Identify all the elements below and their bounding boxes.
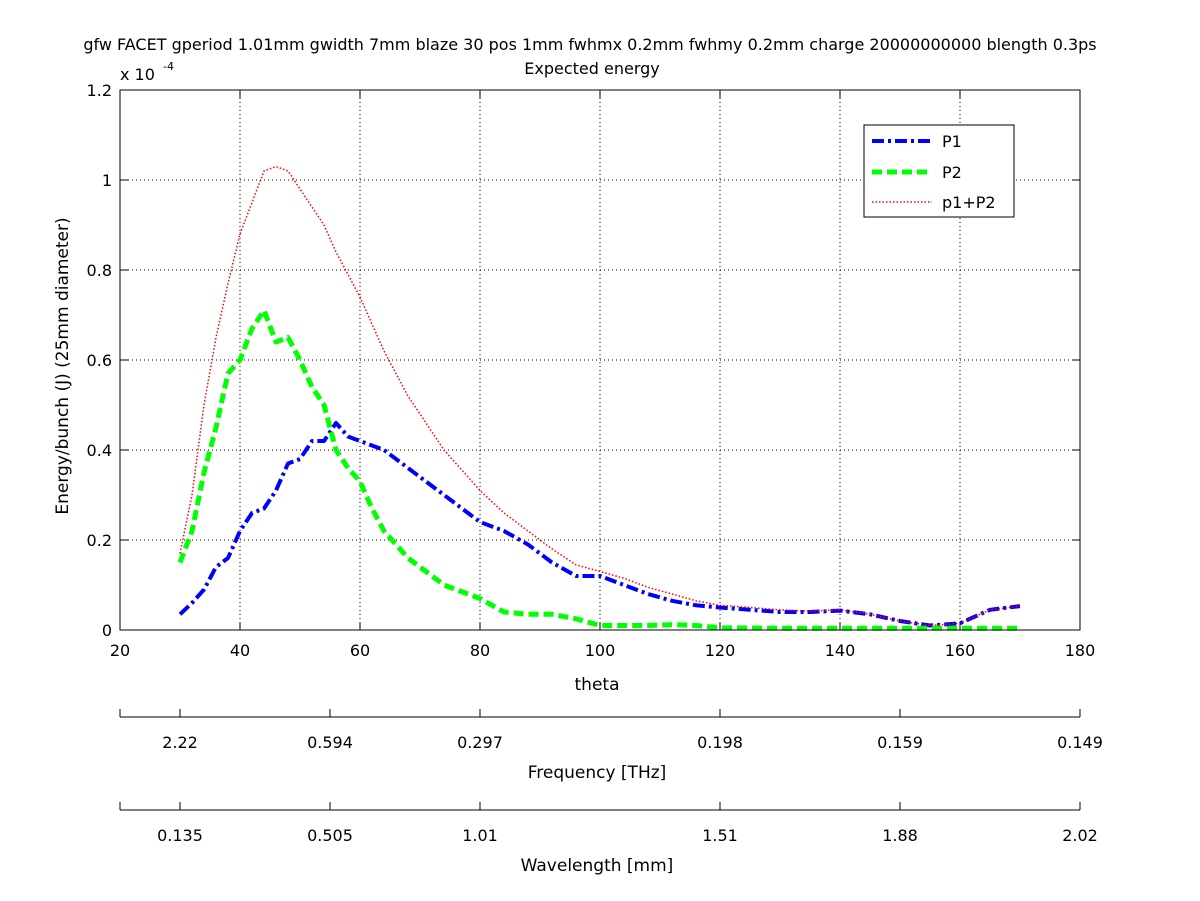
- series-layer: [177, 165, 1021, 631]
- frequency-tick-label: 2.22: [162, 733, 198, 752]
- y-scale-label: x 10: [120, 65, 155, 84]
- wavelength-tick-label: 0.505: [307, 826, 353, 845]
- x-tick-label: 40: [230, 641, 250, 660]
- series-line-p1: [178, 421, 1021, 628]
- x-tick-label: 160: [945, 641, 976, 660]
- frequency-tick-label: 0.149: [1057, 733, 1103, 752]
- wavelength-tick-label: 1.88: [882, 826, 918, 845]
- frequency-tick-label: 0.594: [307, 733, 353, 752]
- y-axis-ticks: 0 0.2 0.4 0.6 0.8 1 1.2: [87, 81, 1080, 640]
- y-tick-label: 0: [102, 621, 112, 640]
- secondary-axes: 2.22 0.594 0.297 0.198 0.159 0.149 Frequency […: [119, 709, 1103, 876]
- x-axis-ticks: 20 40 60 80 100 120 140 160 180: [110, 90, 1095, 660]
- x-axis-label: theta: [575, 675, 620, 695]
- x-tick-label: 140: [825, 641, 856, 660]
- chart-title: gfw FACET gperiod 1.01mm gwidth 7mm blaz…: [83, 35, 1096, 54]
- x-tick-label: 20: [110, 641, 130, 660]
- frequency-tick-label: 0.159: [877, 733, 923, 752]
- legend: P1 P2 p1+P2: [863, 124, 1015, 218]
- y-tick-label: 0.2: [87, 531, 112, 550]
- wavelength-axis-label: Wavelength [mm]: [521, 856, 674, 876]
- legend-label-sum: p1+P2: [942, 193, 996, 212]
- frequency-tick-label: 0.198: [697, 733, 743, 752]
- wavelength-tick-label: 1.51: [702, 826, 738, 845]
- legend-label-p2: P2: [942, 163, 962, 182]
- y-scale-factor: x 10 -4: [120, 60, 174, 84]
- x-tick-label: 80: [470, 641, 490, 660]
- legend-label-p1: P1: [942, 132, 962, 151]
- y-axis-label: Energy/bunch (J) (25mm diameter): [53, 217, 73, 514]
- series-line-p1-p2: [179, 165, 1021, 627]
- wavelength-tick-label: 2.02: [1062, 826, 1098, 845]
- chart-subtitle: Expected energy: [524, 59, 659, 78]
- frequency-axis-label: Frequency [THz]: [528, 763, 667, 783]
- wavelength-tick-label: 1.01: [462, 826, 498, 845]
- x-tick-label: 60: [350, 641, 370, 660]
- y-tick-label: 1.2: [87, 81, 112, 100]
- wavelength-tick-label: 0.135: [157, 826, 203, 845]
- frequency-tick-label: 0.297: [457, 733, 503, 752]
- x-tick-label: 100: [585, 641, 616, 660]
- x-tick-label: 120: [705, 641, 736, 660]
- y-tick-label: 1: [102, 171, 112, 190]
- x-tick-label: 180: [1065, 641, 1096, 660]
- series-line-p2: [177, 308, 1020, 631]
- y-tick-label: 0.4: [87, 441, 112, 460]
- y-tick-label: 0.6: [87, 351, 112, 370]
- y-tick-label: 0.8: [87, 261, 112, 280]
- y-scale-exponent: -4: [163, 60, 174, 73]
